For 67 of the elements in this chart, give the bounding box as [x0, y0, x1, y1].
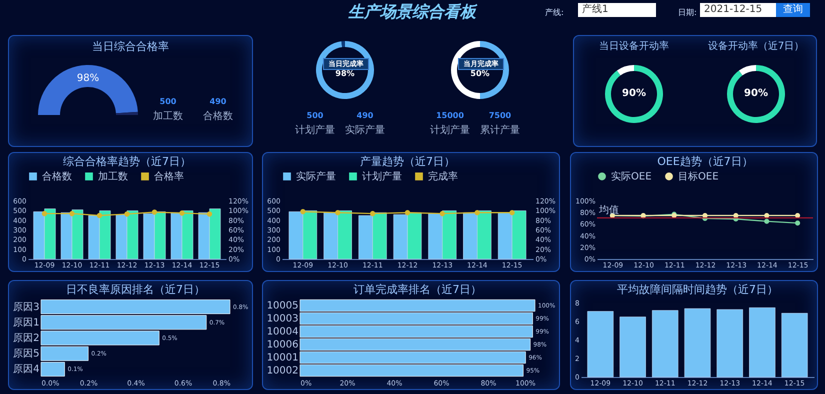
text: 90%	[743, 88, 769, 99]
text: 500	[306, 111, 324, 120]
chart-title: 综合合格率趋势（近7日）	[63, 155, 191, 168]
y-tick-label: 10005	[266, 300, 298, 312]
legend-label: 加工数	[98, 170, 128, 182]
select-field: 2021-12-15	[700, 3, 776, 17]
y-tick-label: 10002	[266, 366, 298, 376]
chart-title: 日不良率原因排名（近7日）	[66, 283, 205, 296]
chart-title: 设备开动率（近7日）	[706, 40, 806, 53]
legend-label: 合格率	[154, 170, 184, 182]
chart-title: 平均故障间隔时间趋势（近7日）	[617, 283, 778, 296]
text: 7500	[488, 111, 512, 120]
text: 累计产量	[479, 124, 521, 137]
legend-label: 实际OEE	[611, 170, 652, 182]
y-tick-label: 原因4	[13, 364, 40, 376]
bar	[749, 307, 776, 378]
y-tick-label: 10003	[266, 314, 298, 324]
text: 实际产量	[344, 124, 386, 137]
bar	[684, 308, 711, 378]
bar	[781, 312, 808, 378]
y-tick-label: 原因5	[13, 348, 40, 360]
text: 98%	[76, 73, 100, 84]
text: 计划产量	[429, 124, 471, 137]
point	[764, 218, 770, 224]
legend-label: 完成率	[428, 170, 458, 182]
text: 生产场景综合看板	[348, 2, 476, 21]
text: 15000	[435, 111, 465, 120]
y-tick-label: 10006	[266, 340, 298, 350]
chart-title: 当日设备开动率	[598, 40, 670, 53]
select-field: 产线1	[578, 3, 656, 17]
donut-slice	[605, 65, 663, 123]
legend-label: 合格数	[42, 170, 72, 182]
text: 日期:	[678, 8, 697, 17]
text: 500	[158, 97, 178, 106]
bar	[587, 311, 614, 378]
y-tick-label: 原因1	[13, 317, 40, 328]
text: 490	[208, 97, 228, 106]
y-tick-label: 10001	[266, 352, 298, 364]
text: 产线:	[545, 7, 565, 18]
donut-slice	[316, 41, 374, 99]
chart-title: 当日综合合格率	[91, 39, 170, 54]
y-tick-label: 10004	[266, 326, 298, 338]
button: 查询	[776, 3, 810, 17]
chart-title: 订单完成率排名（近7日）	[354, 283, 482, 296]
text: 加工数	[152, 110, 184, 123]
y-tick-label: 原因2	[13, 333, 40, 344]
text: 50%	[469, 69, 491, 78]
donut-slice	[341, 41, 345, 48]
legend-label: 目标OEE	[678, 170, 719, 182]
chart-title: 产量趋势（近7日）	[360, 155, 455, 168]
point	[795, 220, 800, 226]
donut-slice	[738, 65, 756, 76]
legend-label: 实际产量	[296, 170, 336, 182]
chart-title: OEE趋势（近7日）	[657, 155, 753, 168]
bar	[716, 309, 744, 378]
ref-line-label: 均值	[598, 204, 619, 216]
text: 98%	[334, 69, 356, 78]
text: 计划产量	[294, 124, 336, 137]
bar	[620, 316, 646, 378]
text: 490	[356, 111, 374, 120]
donut-slice	[727, 65, 785, 123]
text: 合格数	[202, 110, 234, 123]
bar	[652, 310, 678, 378]
y-tick-label: 原因3	[13, 302, 40, 313]
text: 90%	[621, 88, 647, 99]
legend-label: 计划产量	[362, 170, 402, 182]
donut-slice	[616, 65, 634, 76]
